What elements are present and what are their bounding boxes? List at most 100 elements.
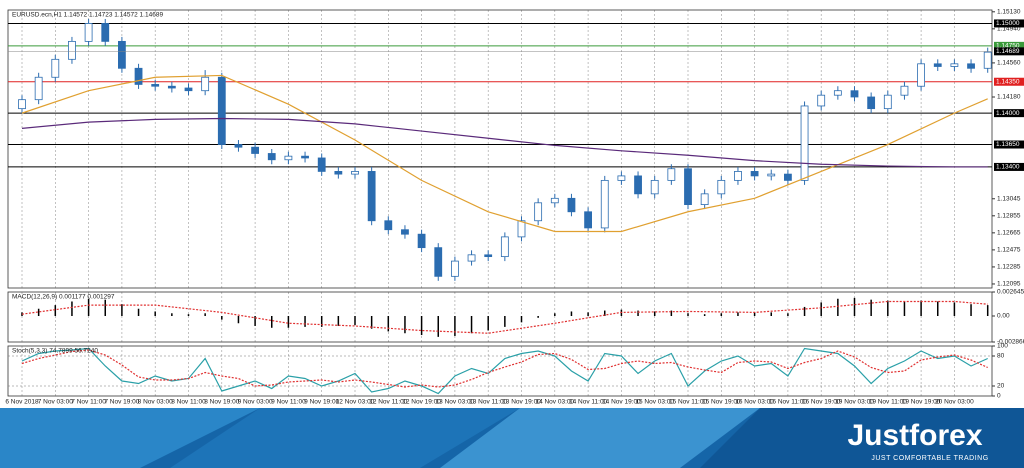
candle-body <box>334 171 343 175</box>
candle-body <box>900 85 909 96</box>
y-tick-label: 100 <box>997 343 1008 350</box>
candle-body <box>251 146 260 154</box>
y-tick-label: 1.12095 <box>997 281 1021 288</box>
candle-body <box>800 105 809 181</box>
level-label-box <box>994 162 1024 171</box>
candle-body <box>101 23 110 42</box>
candle-body <box>734 171 742 181</box>
candle-body <box>567 197 576 213</box>
candle-body <box>584 211 592 229</box>
candle-body <box>434 247 443 277</box>
candle-body <box>767 173 776 177</box>
candle-body <box>667 168 676 181</box>
candle-body <box>484 254 493 258</box>
banner-shape <box>440 408 760 468</box>
x-tick-label: 8 Nov 03:00 <box>138 399 173 406</box>
panel-frame <box>7 9 993 289</box>
x-tick-label: 14 Nov 03:00 <box>535 399 574 406</box>
candle-body <box>617 175 626 181</box>
x-tick-label: 16 Nov 19:00 <box>802 399 841 406</box>
candle-body <box>351 171 359 175</box>
candle-body <box>634 175 642 195</box>
candle-body <box>151 84 160 87</box>
x-tick-label: 20 Nov 03:00 <box>935 399 974 406</box>
candle-body <box>833 90 842 96</box>
x-tick-label: 6 Nov 2018 <box>5 399 39 406</box>
candle-body <box>817 94 826 107</box>
candle-body <box>34 76 43 101</box>
candle-body <box>650 179 659 195</box>
level-label: 1.14000 <box>996 110 1020 117</box>
candle-body <box>950 63 959 67</box>
x-tick-label: 13 Nov 03:00 <box>436 399 475 406</box>
level-label: 1.15000 <box>996 20 1020 27</box>
x-tick-label: 8 Nov 11:00 <box>171 399 206 406</box>
x-tick-label: 9 Nov 19:00 <box>304 399 339 406</box>
x-tick-label: 8 Nov 19:00 <box>204 399 239 406</box>
candle-body <box>284 155 293 161</box>
candle-body <box>917 63 925 87</box>
series-line <box>21 74 988 233</box>
x-tick-label: 16 Nov 03:00 <box>735 399 774 406</box>
x-tick-label: 14 Nov 11:00 <box>569 399 608 406</box>
candle-body <box>983 51 992 69</box>
banner-shape <box>170 408 520 468</box>
y-tick-label: 1.12855 <box>997 213 1021 220</box>
y-tick-label: 1.14180 <box>997 94 1021 101</box>
y-tick-label: 1.12665 <box>997 230 1021 237</box>
candle-body <box>118 40 126 69</box>
candle-body <box>267 153 276 161</box>
current-price-label: 1.14689 <box>996 48 1020 55</box>
candle-body <box>700 193 709 206</box>
x-tick-label: 12 Nov 19:00 <box>402 399 441 406</box>
candle-body <box>534 202 543 222</box>
candle-body <box>450 260 459 277</box>
current-price-box <box>994 47 1024 56</box>
candle-body <box>367 171 376 222</box>
candle-body <box>967 63 975 69</box>
level-label: 1.13400 <box>996 164 1020 171</box>
candle-body <box>84 23 93 42</box>
candle-body <box>850 90 859 98</box>
candle-body <box>167 85 176 89</box>
brand-tagline: JUST COMFORTABLE TRADING <box>871 455 988 462</box>
level-label: 1.14350 <box>996 78 1020 85</box>
level-label: 1.13650 <box>996 141 1020 148</box>
y-tick-label: 1.14560 <box>997 60 1021 67</box>
x-tick-label: 14 Nov 19:00 <box>602 399 641 406</box>
y-tick-label: 0.00 <box>997 313 1010 320</box>
candle-body <box>684 168 692 206</box>
banner-shape <box>0 408 260 468</box>
x-tick-label: 15 Nov 11:00 <box>669 399 708 406</box>
candle-body <box>51 58 60 78</box>
candle-body <box>417 233 426 249</box>
level-label-box <box>994 77 1024 86</box>
panel-title: EURUSD.ecn,H1 1.14572 1.14723 1.14572 1.… <box>12 12 163 19</box>
panel-title: MACD(12,26,9) 0.001177 0.001297 <box>12 294 115 301</box>
series-line <box>21 300 988 334</box>
y-tick-label: 20 <box>997 383 1005 390</box>
level-label: 1.14750 <box>996 43 1020 50</box>
candle-body <box>234 144 243 148</box>
y-tick-label: -0.002866 <box>997 339 1024 346</box>
candle-body <box>517 220 526 238</box>
candle-body <box>600 179 609 229</box>
series-line <box>21 347 988 395</box>
y-tick-label: 1.12475 <box>997 247 1021 254</box>
x-tick-label: 19 Nov 11:00 <box>869 399 908 406</box>
y-tick-label: 0 <box>997 393 1001 400</box>
brand-name: Justforex <box>847 419 982 452</box>
candle-body <box>401 229 409 235</box>
x-tick-label: 16 Nov 11:00 <box>769 399 808 406</box>
candle-body <box>467 254 476 262</box>
candle-body <box>867 96 876 110</box>
candle-body <box>933 63 942 67</box>
candle-body <box>317 157 326 172</box>
x-tick-label: 7 Nov 11:00 <box>71 399 106 406</box>
level-label-box <box>994 109 1024 118</box>
x-tick-label: 7 Nov 03:00 <box>38 399 73 406</box>
candle-body <box>750 171 759 177</box>
x-tick-label: 19 Nov 19:00 <box>902 399 941 406</box>
